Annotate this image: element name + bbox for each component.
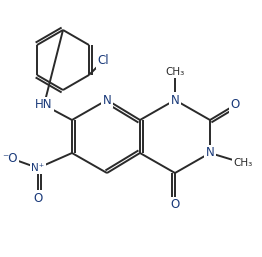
Text: O: O <box>230 98 240 112</box>
Text: N: N <box>206 146 214 160</box>
Text: N: N <box>103 94 111 106</box>
Text: O: O <box>33 191 43 205</box>
Text: N⁺: N⁺ <box>31 163 45 173</box>
Text: Cl: Cl <box>97 54 109 68</box>
Text: N: N <box>171 94 179 106</box>
Text: CH₃: CH₃ <box>165 67 185 77</box>
Text: ⁻O: ⁻O <box>2 151 18 164</box>
Text: HN: HN <box>35 98 53 112</box>
Text: CH₃: CH₃ <box>233 158 253 168</box>
Text: O: O <box>170 198 180 212</box>
